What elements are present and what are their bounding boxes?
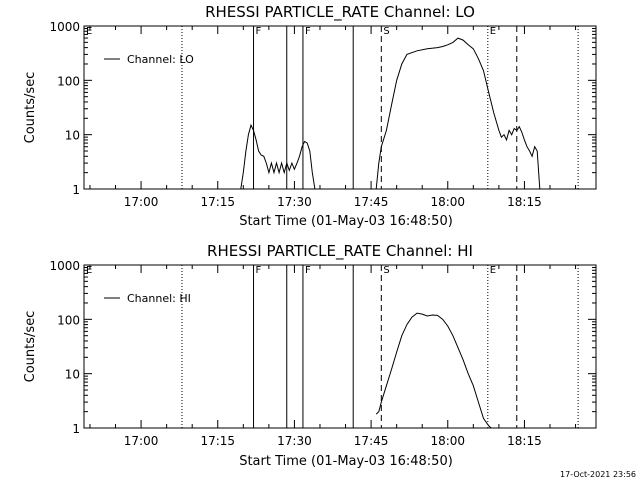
event-marker-label: S — [383, 26, 389, 37]
chart-title: RHESSI PARTICLE_RATE Channel: HI — [207, 242, 473, 261]
chart-panel-2: RHESSI PARTICLE_RATE Channel: HI Start Ti… — [23, 242, 597, 469]
event-marker-label: S — [383, 265, 389, 276]
y-tick-label: 10 — [65, 368, 80, 382]
event-marker-label: F — [305, 26, 311, 37]
plot-timestamp: 17-Oct-2021 23:56 — [560, 470, 636, 479]
y-axis-label: Counts/sec — [23, 311, 38, 383]
data-series-line — [240, 123, 316, 190]
event-marker-label: F — [256, 26, 262, 37]
x-tick-label: 18:15 — [507, 195, 542, 209]
data-series-line — [375, 312, 492, 429]
event-marker-label: E — [490, 26, 496, 37]
y-tick-label: 100 — [57, 313, 80, 327]
x-axis-label: Start Time (01-May-03 16:48:50) — [239, 214, 453, 229]
event-marker-label: E — [86, 26, 92, 37]
x-tick-label: 17:45 — [354, 434, 389, 448]
event-marker-label: F — [256, 265, 262, 276]
legend-label: Channel: LO — [127, 53, 194, 66]
x-tick-label: 17:00 — [124, 434, 159, 448]
y-tick-label: 10 — [65, 129, 80, 143]
x-tick-label: 17:30 — [277, 434, 312, 448]
x-tick-label: 17:00 — [124, 195, 159, 209]
event-marker-label: F — [305, 265, 311, 276]
event-marker-label: E — [490, 265, 496, 276]
x-tick-label: 18:00 — [430, 195, 465, 209]
event-marker-label: E — [86, 265, 92, 276]
data-series-line — [375, 37, 541, 190]
x-tick-label: 17:45 — [354, 195, 389, 209]
x-tick-label: 18:15 — [507, 434, 542, 448]
chart-panel-1: RHESSI PARTICLE_RATE Channel: LO Start Ti… — [23, 3, 597, 229]
plot-frame — [83, 264, 597, 429]
y-tick-label: 1 — [72, 183, 80, 197]
plot-frame — [83, 25, 597, 190]
x-tick-label: 18:00 — [430, 434, 465, 448]
y-axis-label: Counts/sec — [23, 72, 38, 144]
y-tick-label: 1000 — [49, 20, 80, 34]
x-tick-label: 17:15 — [200, 434, 235, 448]
chart-title: RHESSI PARTICLE_RATE Channel: LO — [205, 3, 475, 22]
y-tick-label: 100 — [57, 74, 80, 88]
x-tick-label: 17:30 — [277, 195, 312, 209]
x-tick-label: 17:15 — [200, 195, 235, 209]
y-tick-label: 1000 — [49, 259, 80, 273]
legend-label: Channel: HI — [127, 292, 191, 305]
x-axis-label: Start Time (01-May-03 16:48:50) — [239, 454, 453, 469]
y-tick-label: 1 — [72, 422, 80, 436]
